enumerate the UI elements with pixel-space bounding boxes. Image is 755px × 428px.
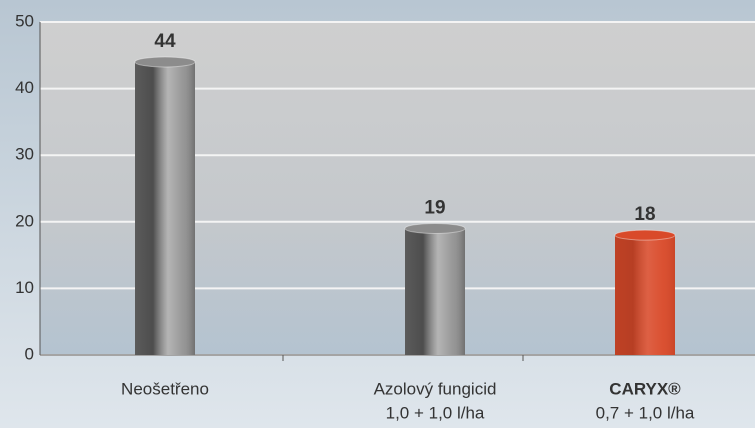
x-tick-label: Neošetřeno bbox=[121, 379, 209, 398]
bar-shading bbox=[135, 61, 195, 356]
x-tick-label: Azolový fungicid bbox=[374, 379, 497, 398]
bar-shading bbox=[615, 235, 675, 355]
bar-top bbox=[404, 222, 466, 234]
x-tick-label: CARYX® bbox=[609, 379, 681, 398]
value-label: 19 bbox=[424, 197, 445, 218]
y-tick-label: 30 bbox=[15, 145, 34, 164]
x-tick-sublabel: 0,7 + 1,0 l/ha bbox=[596, 403, 695, 422]
value-label: 18 bbox=[634, 204, 655, 225]
y-tick-label: 50 bbox=[15, 11, 34, 30]
y-tick-label: 40 bbox=[15, 78, 34, 97]
bar-top bbox=[134, 56, 196, 68]
y-tick-label: 0 bbox=[25, 344, 34, 363]
y-tick-label: 10 bbox=[15, 278, 34, 297]
y-tick-label: 20 bbox=[15, 211, 34, 230]
bar-top bbox=[614, 229, 676, 241]
value-label: 44 bbox=[154, 31, 176, 52]
bar-shading bbox=[405, 228, 465, 355]
x-tick-sublabel: 1,0 + 1,0 l/ha bbox=[386, 403, 485, 422]
